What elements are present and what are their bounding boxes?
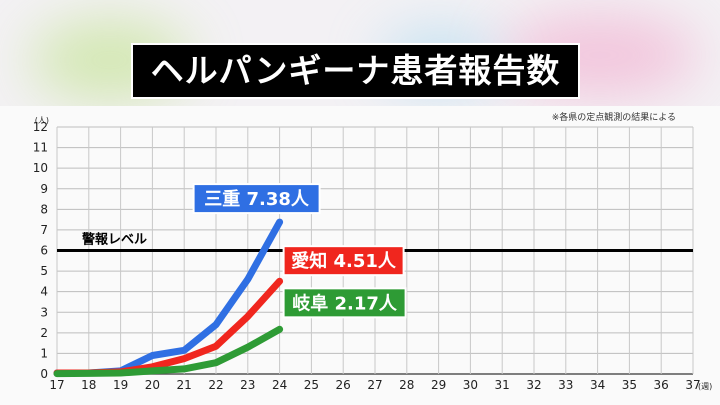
callout-label: 岐阜 2.17人 xyxy=(292,292,398,314)
chart-title: ヘルパンギーナ患者報告数 xyxy=(131,43,580,99)
callout-box xyxy=(282,245,405,277)
x-tick-label: 23 xyxy=(240,378,255,392)
alarm-level-label: 警報レベル xyxy=(82,232,147,248)
y-tick-label: 12 xyxy=(33,120,48,134)
y-tick-label: 7 xyxy=(40,223,48,237)
x-tick-label: 28 xyxy=(399,378,414,392)
x-tick-label: 25 xyxy=(304,378,319,392)
y-tick-label: 10 xyxy=(33,161,48,175)
callout-box xyxy=(282,287,407,319)
x-tick-label: 17 xyxy=(49,378,64,392)
x-tick-label: 20 xyxy=(145,378,160,392)
grid xyxy=(56,126,694,375)
x-tick-label: 21 xyxy=(177,378,192,392)
y-tick-label: 6 xyxy=(40,244,48,258)
y-tick-label: 5 xyxy=(40,264,48,278)
y-tick-label: 9 xyxy=(40,182,48,196)
y-tick-label: 8 xyxy=(40,202,48,216)
callout-愛知: 愛知 4.51人 xyxy=(282,245,405,277)
y-tick-label: 1 xyxy=(40,346,48,360)
y-tick-label: 2 xyxy=(40,326,48,340)
x-tick-label: 22 xyxy=(208,378,223,392)
y-tick-label: 0 xyxy=(40,367,48,381)
x-axis-unit: (週) xyxy=(698,382,712,391)
x-tick-label: 32 xyxy=(526,378,541,392)
x-tick-label: 31 xyxy=(495,378,510,392)
callout-label: 三重 7.38人 xyxy=(204,188,310,210)
x-tick-label: 34 xyxy=(590,378,605,392)
x-tick-label: 37 xyxy=(685,378,700,392)
y-tick-label: 4 xyxy=(40,285,48,299)
x-tick-label: 29 xyxy=(431,378,446,392)
x-tick-label: 33 xyxy=(558,378,573,392)
x-tick-label: 18 xyxy=(81,378,96,392)
x-tick-label: 36 xyxy=(654,378,669,392)
y-axis-unit: (人) xyxy=(35,116,49,125)
x-tick-label: 26 xyxy=(336,378,351,392)
x-tick-label: 30 xyxy=(463,378,478,392)
x-tick-label: 35 xyxy=(622,378,637,392)
series-line-愛知 xyxy=(53,277,284,377)
source-note: ※各県の定点観測の結果による xyxy=(551,113,676,123)
x-tick-label: 24 xyxy=(272,378,287,392)
x-tick-label: 27 xyxy=(367,378,382,392)
y-tick-label: 3 xyxy=(40,305,48,319)
x-tick-label: 19 xyxy=(113,378,128,392)
y-tick-label: 11 xyxy=(33,141,48,155)
callout-label: 愛知 4.51人 xyxy=(291,250,397,272)
series-lines xyxy=(53,218,284,378)
callout-box xyxy=(192,183,321,215)
callout-岐阜: 岐阜 2.17人 xyxy=(282,287,407,319)
callout-三重: 三重 7.38人 xyxy=(192,183,321,215)
series-line-岐阜 xyxy=(53,325,284,378)
